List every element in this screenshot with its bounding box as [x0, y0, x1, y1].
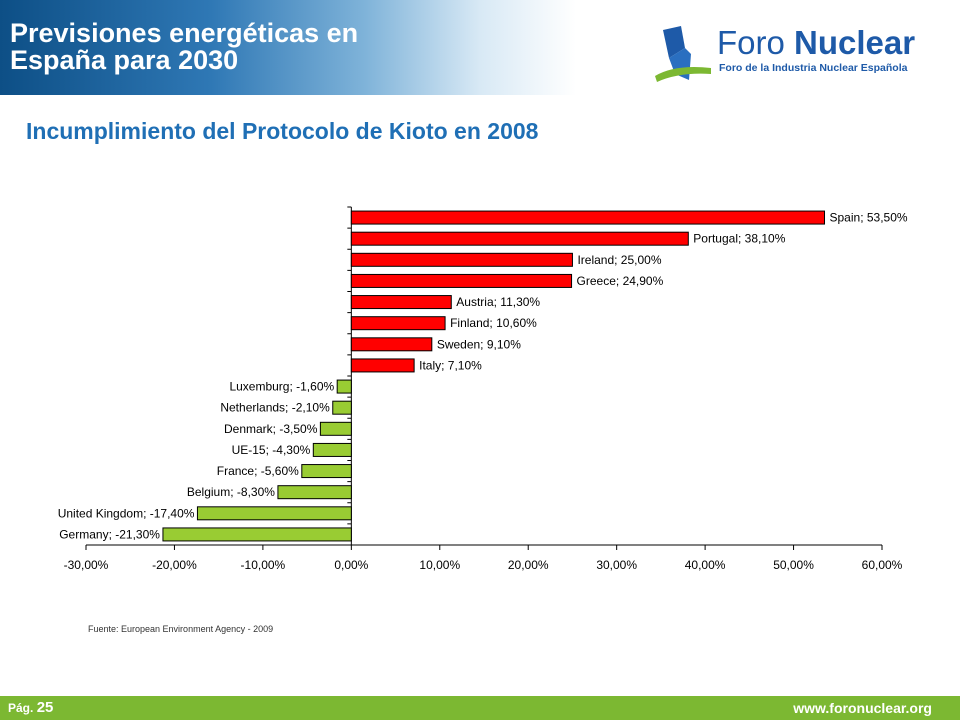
data-label: Spain; 53,50%: [830, 211, 908, 225]
data-label: Portugal; 38,10%: [693, 232, 785, 246]
logo-name-foro: Foro: [717, 24, 795, 61]
bar-greece: [350, 273, 573, 288]
bar-ireland: [350, 252, 573, 267]
value-tick-label: 40,00%: [685, 558, 726, 572]
page-indicator: Pág. 25: [8, 699, 53, 716]
logo-name: Foro Nuclear: [717, 24, 915, 62]
bar-italy: [350, 358, 415, 373]
data-label: Ireland; 25,00%: [577, 253, 661, 267]
value-tick-label: 30,00%: [596, 558, 637, 572]
bar-netherlands: [332, 400, 352, 415]
data-label: Luxemburg; -1,60%: [229, 380, 334, 394]
bar-germany: [162, 527, 352, 542]
value-tick-label: -10,00%: [241, 558, 286, 572]
data-label: Greece; 24,90%: [577, 274, 664, 288]
value-tick-label: 50,00%: [773, 558, 814, 572]
data-label: Finland; 10,60%: [450, 316, 537, 330]
bar-finland: [350, 316, 446, 331]
value-tick-label: 60,00%: [862, 558, 903, 572]
data-label: Germany; -21,30%: [59, 527, 160, 541]
bar-belgium: [277, 485, 352, 500]
foro-nuclear-emblem-icon: [655, 26, 711, 82]
data-label: Sweden; 9,10%: [437, 337, 521, 351]
data-label: Italy; 7,10%: [419, 358, 482, 372]
data-label: UE-15; -4,30%: [232, 443, 311, 457]
data-label: Austria; 11,30%: [456, 295, 540, 309]
value-tick-label: -20,00%: [152, 558, 197, 572]
website-link[interactable]: www.foronuclear.org: [793, 700, 932, 716]
bar-ue-15: [312, 442, 352, 457]
source-note: Fuente: European Environment Agency - 20…: [88, 624, 274, 634]
bar-portugal: [350, 231, 689, 246]
presentation-title: Previsiones energéticas en España para 2…: [10, 20, 430, 74]
bar-france: [301, 464, 352, 479]
footer-bar: Pág. 25 www.foronuclear.org: [0, 696, 960, 720]
data-label: Netherlands; -2,10%: [220, 401, 330, 415]
data-label: France; -5,60%: [217, 464, 299, 478]
bar-austria: [350, 295, 452, 310]
logo-subtitle: Foro de la Industria Nuclear Española: [719, 62, 908, 74]
value-tick-label: 0,00%: [334, 558, 368, 572]
bar-sweden: [350, 337, 433, 352]
slide-title: Incumplimiento del Protocolo de Kioto en…: [26, 118, 539, 144]
bar-denmark: [319, 421, 352, 436]
presentation-title-line2: España para 2030: [10, 45, 239, 75]
logo-name-nuclear: Nuclear: [794, 24, 916, 61]
value-tick-label: -30,00%: [64, 558, 109, 572]
foro-nuclear-logo: Foro Nuclear Foro de la Industria Nuclea…: [655, 24, 945, 84]
page-number: 25: [36, 699, 54, 716]
bar-spain: [350, 210, 826, 225]
data-label: Denmark; -3,50%: [224, 422, 318, 436]
data-label: United Kingdom; -17,40%: [58, 506, 195, 520]
page-label: Pág.: [8, 701, 34, 715]
header-banner: [0, 0, 960, 95]
data-label: Belgium; -8,30%: [187, 485, 275, 499]
value-tick-label: 10,00%: [419, 558, 460, 572]
bar-united-kingdom: [196, 506, 352, 521]
bar-luxemburg: [336, 379, 352, 394]
value-tick-label: 20,00%: [508, 558, 549, 572]
presentation-title-line1: Previsiones energéticas en: [10, 18, 359, 48]
